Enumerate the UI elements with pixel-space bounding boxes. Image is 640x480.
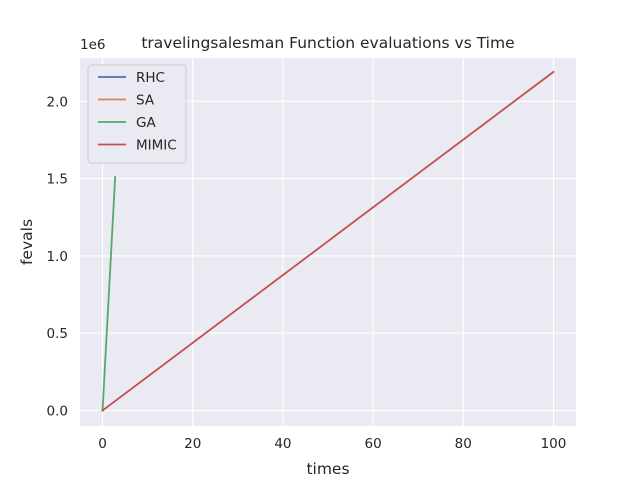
grid-lines <box>80 58 576 426</box>
series-lines <box>101 70 555 412</box>
legend-frame <box>87 64 187 164</box>
legend: RHC SA GA MIMIC <box>87 64 187 164</box>
y-tick-label: 0.0 <box>47 404 68 420</box>
y-axis-offset-label: 1e6 <box>80 37 105 53</box>
y-tick-label: 2.0 <box>47 94 68 110</box>
series-line-mimic <box>101 70 555 412</box>
legend-label-rhc: RHC <box>136 70 165 86</box>
legend-label-sa: SA <box>136 93 155 109</box>
tick-labels: 0 20 40 60 80 100 0.0 0.5 1.0 1.5 2.0 <box>47 94 567 452</box>
legend-label-ga: GA <box>136 115 156 131</box>
x-tick-label: 100 <box>541 436 567 452</box>
chart-title: travelingsalesman Function evaluations v… <box>141 34 514 52</box>
y-tick-label: 0.5 <box>47 326 68 342</box>
legend-label-mimic: MIMIC <box>136 138 177 154</box>
y-tick-label: 1.0 <box>47 249 68 265</box>
x-axis-label: times <box>306 460 349 478</box>
series-line-ga <box>101 176 117 412</box>
y-axis-label: fevals <box>18 219 36 265</box>
x-tick-label: 40 <box>274 436 291 452</box>
x-tick-label: 20 <box>184 436 201 452</box>
x-tick-label: 80 <box>455 436 472 452</box>
x-tick-label: 0 <box>98 436 107 452</box>
y-tick-label: 1.5 <box>47 172 68 188</box>
x-tick-label: 60 <box>364 436 381 452</box>
